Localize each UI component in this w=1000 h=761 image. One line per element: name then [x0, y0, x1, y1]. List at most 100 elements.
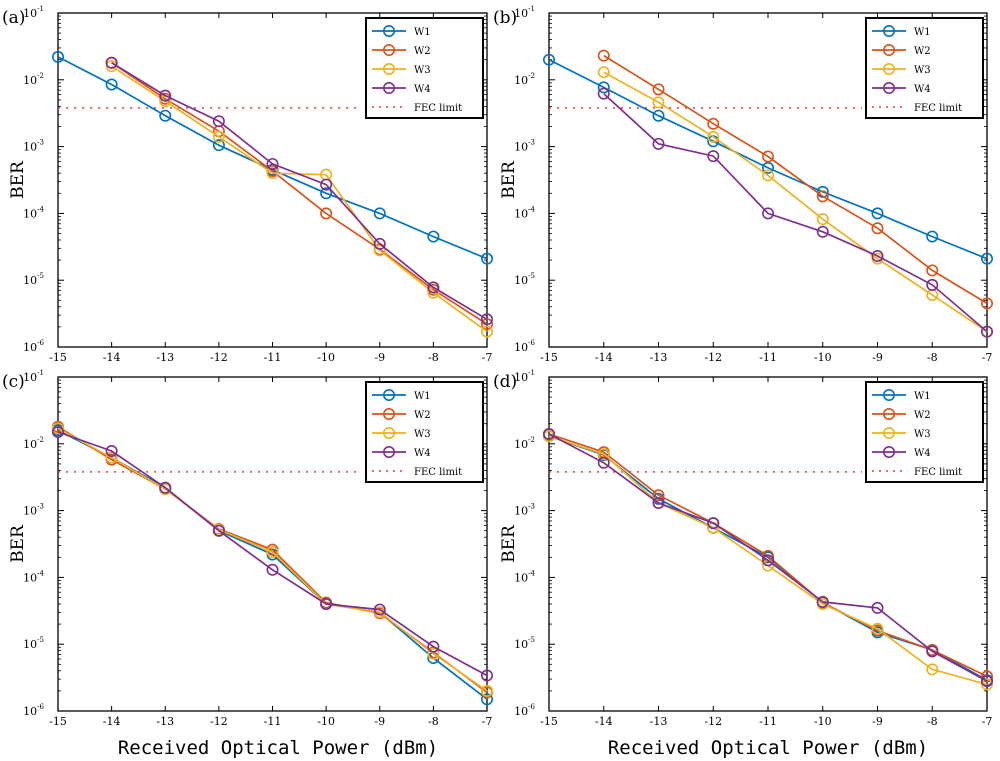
legend-entry-label: W3 — [914, 65, 931, 76]
y-tick-exponent: -5 — [37, 272, 44, 280]
data-point — [266, 563, 279, 576]
legend-swatch-marker — [882, 445, 895, 458]
data-point — [373, 207, 386, 220]
y-tick-exponent: -5 — [528, 272, 535, 280]
x-tick-label: -7 — [982, 715, 993, 728]
data-point — [159, 89, 172, 102]
data-point — [707, 117, 720, 130]
panel-c: -15 -14 -13 -12 -11 -10 -9 -8 -710-110-210-310-4… — [2, 369, 493, 728]
y-tick-exponent: -2 — [528, 72, 535, 80]
y-tick-exponent: -4 — [528, 205, 535, 213]
data-point — [105, 56, 118, 69]
y-axis-label: BER — [499, 160, 519, 199]
legend-swatch-marker — [882, 426, 895, 439]
x-tick-label: -12 — [704, 715, 722, 728]
y-tick-exponent: -1 — [37, 5, 44, 13]
data-point — [980, 297, 993, 310]
series-w4 — [542, 428, 993, 688]
data-point — [652, 83, 665, 96]
data-point — [373, 237, 386, 250]
y-tick-exponent: -2 — [528, 436, 535, 444]
legend-swatch-marker — [882, 62, 895, 75]
data-point — [926, 264, 939, 277]
data-point — [320, 597, 333, 610]
data-point — [480, 669, 493, 682]
x-tick-label: -10 — [317, 715, 335, 728]
data-point — [926, 278, 939, 291]
series-w4 — [51, 426, 493, 682]
x-tick-label: -14 — [103, 351, 121, 364]
data-point — [212, 130, 225, 143]
x-tick-label: -12 — [210, 351, 228, 364]
x-tick-label: -8 — [927, 715, 938, 728]
legend-swatch-marker — [882, 24, 895, 37]
data-point — [871, 250, 884, 263]
data-point — [427, 230, 440, 243]
x-tick-label: -13 — [650, 351, 668, 364]
legend-entry-label: FEC limit — [414, 467, 462, 478]
x-tick-label: -11 — [759, 715, 777, 728]
data-point — [597, 87, 610, 100]
legend-entry-label: W3 — [414, 429, 431, 440]
data-point — [761, 207, 774, 220]
y-tick-exponent: -3 — [37, 139, 44, 147]
x-tick-label: -11 — [264, 715, 282, 728]
x-tick-label: -11 — [264, 351, 282, 364]
data-point — [761, 150, 774, 163]
data-point — [373, 603, 386, 616]
legend-swatch-marker — [382, 43, 395, 56]
data-point — [980, 252, 993, 265]
data-point — [597, 49, 610, 62]
legend-swatch-marker — [382, 24, 395, 37]
y-tick-exponent: -3 — [37, 503, 44, 511]
legend-entry-label: FEC limit — [414, 103, 462, 114]
data-point — [816, 190, 829, 203]
y-tick-exponent: -5 — [37, 636, 44, 644]
legend-entry-label: W2 — [414, 410, 431, 421]
legend-entry-label: W1 — [914, 27, 931, 38]
data-point — [320, 187, 333, 200]
data-point — [427, 640, 440, 653]
x-tick-label: -13 — [650, 715, 668, 728]
x-tick-label: -12 — [704, 351, 722, 364]
data-point — [480, 252, 493, 265]
data-point — [980, 678, 993, 691]
x-tick-label: -13 — [156, 715, 174, 728]
legend-swatch-marker — [382, 407, 395, 420]
legend-entry-label: W3 — [414, 65, 431, 76]
x-tick-label: -9 — [374, 715, 385, 728]
panel-d: -15 -14 -13 -12 -11 -10 -9 -8 -710-110-210-310-4… — [493, 369, 993, 728]
legend-entry-label: W4 — [914, 448, 931, 459]
legend-entry-label: W4 — [414, 448, 431, 459]
data-point — [51, 50, 64, 63]
y-tick-exponent: -2 — [37, 72, 44, 80]
y-tick-exponent: -3 — [528, 503, 535, 511]
data-point — [320, 178, 333, 191]
legend-entry-label: W4 — [914, 84, 931, 95]
data-point — [266, 546, 279, 559]
data-point — [761, 554, 774, 567]
legend-swatch-marker — [382, 62, 395, 75]
data-point — [266, 157, 279, 170]
series-line — [57, 427, 488, 692]
data-point — [427, 281, 440, 294]
y-tick-exponent: -6 — [528, 339, 535, 347]
legend-entry-label: FEC limit — [914, 103, 962, 114]
series-line — [603, 93, 988, 333]
data-point — [51, 422, 64, 435]
y-tick-exponent: -4 — [37, 569, 44, 577]
data-point — [480, 313, 493, 326]
series-w2 — [597, 49, 993, 310]
legend-entry-label: W2 — [914, 410, 931, 421]
panel-label: (c) — [2, 372, 25, 392]
data-point — [373, 244, 386, 257]
series-line — [548, 58, 988, 260]
data-point — [159, 109, 172, 122]
data-point — [980, 675, 993, 688]
series-line — [603, 71, 988, 333]
panel-label: (b) — [493, 8, 517, 28]
data-point — [212, 139, 225, 152]
data-point — [597, 66, 610, 79]
x-tick-label: -15 — [540, 351, 558, 364]
